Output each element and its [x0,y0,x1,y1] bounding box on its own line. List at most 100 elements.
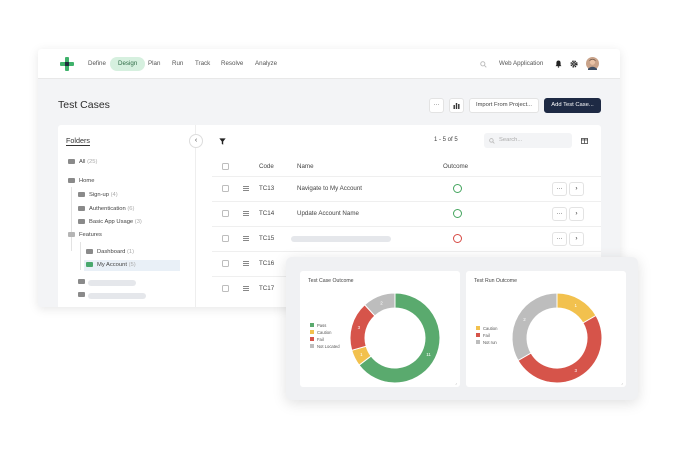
folder-placeholder[interactable] [78,277,89,288]
fail-outcome-icon [453,234,462,243]
folder-icon [86,261,93,267]
legend-item-not-run[interactable]: Not run [476,340,497,346]
slice-pass[interactable] [358,292,441,384]
slice-not-run[interactable] [511,292,558,362]
legend-item-fail[interactable]: Fail [310,337,324,343]
loading-placeholder [291,236,391,242]
pass-outcome-icon [453,184,462,193]
folder-icon [78,218,85,224]
folder-basic-app-usage[interactable]: Basic App Usage (3) [78,217,142,228]
add-test-case-button[interactable]: Add Test Case... [544,98,601,113]
legend-label: Caution [483,326,498,331]
row-code: TC15 [259,235,275,242]
row-more-button[interactable]: ··· [552,182,567,196]
folder-sign-up[interactable]: Sign-up (4) [78,190,118,201]
legend-swatch [310,344,314,348]
resize-icon: ⌟ [621,380,623,385]
nav-design[interactable]: Design [110,57,146,71]
row-open-button[interactable]: › [569,207,584,221]
row-checkbox[interactable] [222,185,229,192]
folder-home[interactable]: Home [68,176,94,187]
folders-title[interactable]: Folders [66,136,90,145]
header-name[interactable]: Name [297,163,314,170]
slice-label-caution: 1 [360,352,363,357]
collapse-sidebar-button[interactable]: ‹ [189,134,203,148]
row-name[interactable]: Update Account Name [297,210,359,217]
folder-count: (5) [128,262,136,268]
import-from-project-button[interactable]: Import From Project... [469,98,539,113]
drag-handle-icon[interactable] [243,236,249,241]
row-open-button[interactable]: › [569,182,584,196]
bell-icon[interactable] [555,60,562,68]
legend-item-fail[interactable]: Fail [476,333,490,339]
folder-label: My Account [97,262,127,268]
drag-handle-icon[interactable] [243,211,249,216]
legend-label: Pass [317,323,327,328]
folder-dashboard[interactable]: Dashboard (1) [86,247,134,258]
row-more-button[interactable]: ··· [552,207,567,221]
folder-placeholder[interactable] [78,290,89,301]
header-outcome[interactable]: Outcome [443,163,469,170]
legend-item-pass[interactable]: Pass [310,323,326,329]
divider [212,251,601,252]
drag-handle-icon[interactable] [243,286,249,291]
drag-handle-icon[interactable] [243,186,249,191]
folder-authentication[interactable]: Authentication (6) [78,204,134,215]
row-open-button[interactable]: › [569,232,584,246]
nav-plan[interactable]: Plan [148,60,161,67]
folder-my-account[interactable]: My Account (5) [84,260,180,271]
folder-label: Dashboard [97,249,126,255]
select-all-checkbox[interactable] [222,163,229,170]
slice-not-located[interactable] [363,292,396,317]
divider [212,176,601,177]
nav-define[interactable]: Define [88,60,106,67]
row-name[interactable]: Navigate to My Account [297,185,363,192]
header-code[interactable]: Code [259,163,274,170]
nav-run[interactable]: Run [172,60,184,67]
folder-features[interactable]: Features [68,230,102,241]
slice-label-pass: 11 [426,352,431,357]
row-more-button[interactable]: ··· [552,232,567,246]
folder-all[interactable]: All (25) [68,157,97,168]
legend-item-caution[interactable]: Caution [310,330,331,336]
row-checkbox[interactable] [222,285,229,292]
folder-icon [68,177,75,183]
chart-view-button[interactable] [449,98,464,113]
legend-item-not-located[interactable]: Not Located [310,344,340,350]
folder-count: (25) [87,159,98,165]
gear-icon[interactable] [570,60,578,68]
legend-label: Caution [317,330,332,335]
test-case-list: 1 - 5 of 5 Search... Code Name Outcome T… [196,125,601,307]
slice-fail[interactable] [517,314,603,384]
folder-label: Sign-up [89,192,109,198]
row-checkbox[interactable] [222,260,229,267]
project-selector[interactable]: Web Application [499,60,544,67]
row-checkbox[interactable] [222,235,229,242]
loading-placeholder [88,280,136,286]
row-checkbox[interactable] [222,210,229,217]
nav-analyze[interactable]: Analyze [255,60,278,67]
folder-icon [68,158,75,164]
tree-connector [80,242,81,270]
bar-chart-icon [453,103,460,109]
slice-label-not-located: 2 [380,301,383,306]
avatar[interactable] [586,57,599,70]
drag-handle-icon[interactable] [243,261,249,266]
columns-icon[interactable] [581,138,588,144]
folder-label: Features [79,232,102,238]
filter-icon[interactable] [219,138,226,145]
folder-label: Authentication [89,206,126,212]
divider [212,201,601,202]
search-icon[interactable] [480,61,487,68]
legend-swatch [310,323,314,327]
more-options-button[interactable]: ··· [429,98,444,113]
nav-track[interactable]: Track [195,60,211,67]
legend-item-caution[interactable]: Caution [476,326,497,332]
pass-outcome-icon [453,209,462,218]
logo-icon[interactable] [60,57,74,71]
search-input[interactable]: Search... [484,133,572,148]
nav-resolve[interactable]: Resolve [221,60,244,67]
top-navbar: Define Design Plan Run Track Resolve Ana… [38,49,620,79]
